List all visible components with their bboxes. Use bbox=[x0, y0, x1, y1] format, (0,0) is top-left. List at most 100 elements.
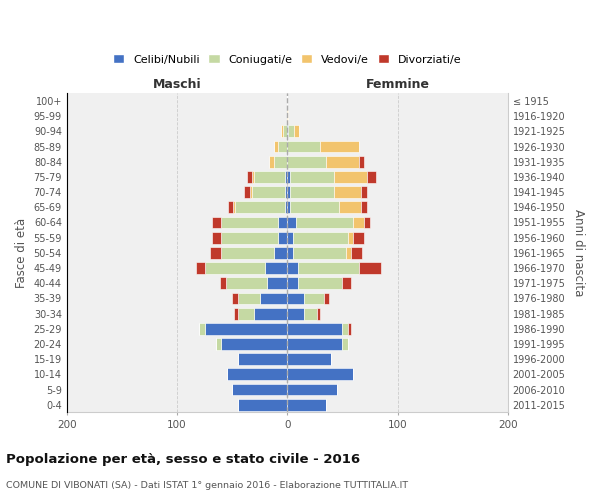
Bar bbox=[287, 247, 293, 259]
Bar bbox=[287, 140, 320, 152]
Bar bbox=[212, 232, 221, 243]
Bar bbox=[304, 292, 323, 304]
Bar bbox=[235, 202, 285, 213]
Bar bbox=[232, 384, 287, 396]
Bar bbox=[364, 216, 370, 228]
Bar bbox=[343, 278, 351, 289]
Text: Femmine: Femmine bbox=[365, 78, 430, 91]
Bar bbox=[339, 202, 361, 213]
Bar bbox=[285, 186, 287, 198]
Bar bbox=[353, 232, 364, 243]
Bar bbox=[221, 232, 278, 243]
Bar bbox=[212, 216, 221, 228]
Bar bbox=[293, 232, 348, 243]
Bar bbox=[343, 338, 348, 350]
Bar bbox=[250, 186, 252, 198]
Bar bbox=[348, 323, 351, 334]
Bar bbox=[298, 262, 359, 274]
Bar bbox=[196, 262, 205, 274]
Bar bbox=[294, 126, 299, 137]
Bar bbox=[233, 202, 235, 213]
Bar bbox=[265, 262, 287, 274]
Bar bbox=[293, 247, 346, 259]
Bar bbox=[210, 247, 221, 259]
Bar bbox=[199, 323, 205, 334]
Bar bbox=[290, 186, 334, 198]
Y-axis label: Fasce di età: Fasce di età bbox=[15, 218, 28, 288]
Bar bbox=[238, 399, 287, 410]
Bar bbox=[353, 216, 364, 228]
Bar bbox=[287, 216, 296, 228]
Bar bbox=[268, 278, 287, 289]
Bar bbox=[238, 308, 254, 320]
Bar bbox=[326, 156, 359, 168]
Bar bbox=[287, 186, 290, 198]
Bar bbox=[287, 338, 343, 350]
Bar bbox=[278, 232, 287, 243]
Bar bbox=[274, 140, 278, 152]
Bar bbox=[304, 308, 317, 320]
Bar bbox=[285, 202, 287, 213]
Bar bbox=[252, 171, 254, 183]
Bar bbox=[287, 126, 289, 137]
Bar bbox=[287, 368, 353, 380]
Bar bbox=[287, 354, 331, 365]
Bar bbox=[252, 186, 285, 198]
Bar bbox=[260, 292, 287, 304]
Bar bbox=[343, 323, 348, 334]
Bar bbox=[226, 278, 268, 289]
Bar bbox=[287, 278, 298, 289]
Bar bbox=[287, 323, 343, 334]
Bar bbox=[287, 384, 337, 396]
Bar bbox=[221, 216, 278, 228]
Bar bbox=[274, 156, 287, 168]
Bar bbox=[287, 232, 293, 243]
Bar bbox=[287, 292, 304, 304]
Bar bbox=[287, 202, 290, 213]
Bar bbox=[287, 110, 289, 122]
Bar bbox=[244, 186, 250, 198]
Bar bbox=[361, 202, 367, 213]
Bar bbox=[281, 126, 283, 137]
Bar bbox=[287, 399, 326, 410]
Text: COMUNE DI VIBONATI (SA) - Dati ISTAT 1° gennaio 2016 - Elaborazione TUTTITALIA.I: COMUNE DI VIBONATI (SA) - Dati ISTAT 1° … bbox=[6, 481, 408, 490]
Bar bbox=[290, 202, 339, 213]
Bar bbox=[254, 308, 287, 320]
Bar bbox=[205, 262, 265, 274]
Bar bbox=[283, 126, 287, 137]
Bar bbox=[298, 278, 343, 289]
Bar bbox=[287, 156, 326, 168]
Bar bbox=[238, 292, 260, 304]
Bar bbox=[361, 186, 367, 198]
Bar bbox=[359, 262, 381, 274]
Bar bbox=[278, 140, 287, 152]
Bar bbox=[278, 216, 287, 228]
Bar bbox=[348, 232, 353, 243]
Bar bbox=[334, 186, 361, 198]
Bar bbox=[247, 171, 252, 183]
Bar bbox=[351, 247, 362, 259]
Bar bbox=[254, 171, 285, 183]
Bar bbox=[287, 262, 298, 274]
Bar bbox=[334, 171, 367, 183]
Bar bbox=[367, 171, 376, 183]
Bar bbox=[221, 247, 274, 259]
Text: Maschi: Maschi bbox=[153, 78, 202, 91]
Y-axis label: Anni di nascita: Anni di nascita bbox=[572, 209, 585, 296]
Bar bbox=[296, 216, 353, 228]
Bar bbox=[320, 140, 359, 152]
Bar bbox=[274, 247, 287, 259]
Bar bbox=[232, 292, 238, 304]
Bar bbox=[285, 171, 287, 183]
Bar bbox=[205, 323, 287, 334]
Bar bbox=[238, 354, 287, 365]
Bar bbox=[269, 156, 274, 168]
Bar bbox=[228, 202, 233, 213]
Bar bbox=[289, 126, 294, 137]
Text: Popolazione per età, sesso e stato civile - 2016: Popolazione per età, sesso e stato civil… bbox=[6, 452, 360, 466]
Bar bbox=[359, 156, 364, 168]
Legend: Celibi/Nubili, Coniugati/e, Vedovi/e, Divorziati/e: Celibi/Nubili, Coniugati/e, Vedovi/e, Di… bbox=[113, 54, 462, 64]
Bar bbox=[287, 308, 304, 320]
Bar bbox=[323, 292, 329, 304]
Bar bbox=[290, 171, 334, 183]
